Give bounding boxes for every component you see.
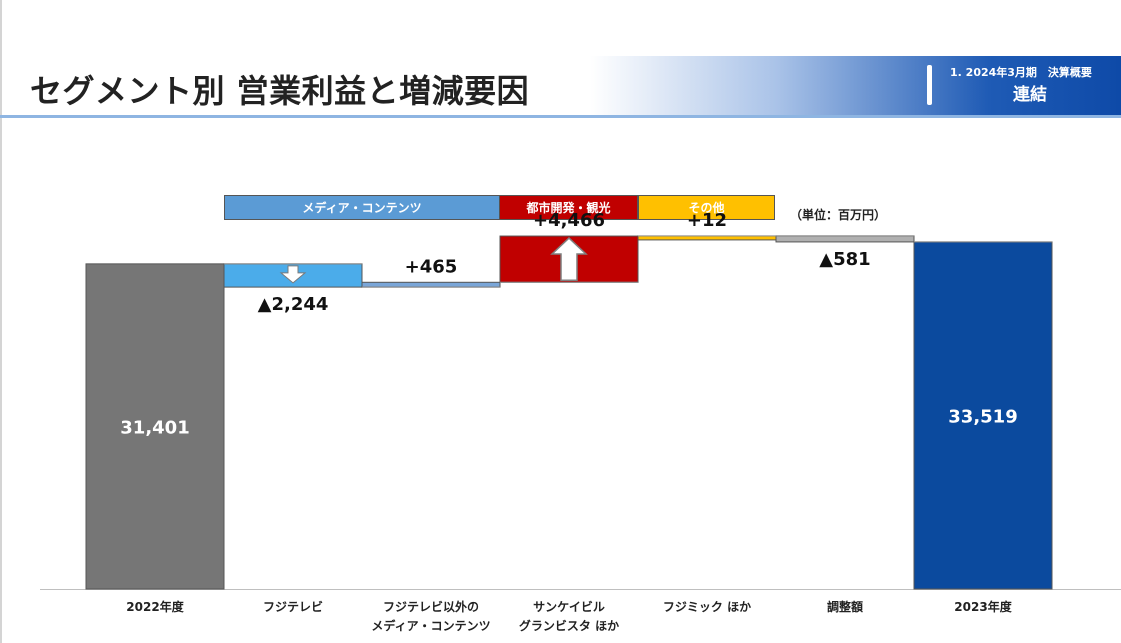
category-label-4: フジミック ほか: [663, 600, 751, 614]
bar-5: [775, 235, 915, 243]
legend-urban-development: 都市開発・観光: [499, 195, 638, 220]
data-label-6: 33,519: [948, 406, 1017, 427]
data-label-0: 31,401: [120, 417, 189, 438]
bar-0: [85, 263, 225, 590]
data-label-2: +465: [405, 256, 458, 277]
unit-label: （単位：百万円）: [790, 208, 887, 222]
category-label-2-1: メディア・コンテンツ: [371, 618, 490, 633]
category-label-1: フジテレビ: [263, 599, 323, 614]
bar-2: [361, 281, 501, 288]
left-edge-line: [0, 0, 2, 643]
data-label-4: +12: [687, 210, 727, 231]
category-label-0: 2022年度: [126, 599, 184, 614]
data-label-1: ▲2,244: [258, 294, 329, 315]
header-scope: 連結: [1013, 85, 1047, 105]
page-title: セグメント別 営業利益と増減要因: [30, 72, 530, 110]
category-label-3-1: グランビスタ ほか: [519, 618, 619, 633]
category-label-3-0: サンケイビル: [533, 599, 605, 614]
data-label-5: ▲581: [819, 249, 870, 270]
header-period: 1. 2024年3月期 決算概要: [950, 66, 1092, 79]
header-underline: [0, 115, 1121, 118]
category-label-2-0: フジテレビ以外の: [383, 599, 479, 614]
up-arrow-3: [550, 237, 588, 282]
legend-others: その他: [638, 195, 775, 220]
data-label-3: +4,466: [533, 210, 605, 231]
header-gradient-band: [590, 56, 1121, 116]
down-arrow-1: [279, 265, 307, 284]
category-label-5: 調整額: [827, 599, 863, 614]
header-divider-bar: [927, 65, 932, 105]
category-label-6: 2023年度: [954, 599, 1012, 614]
bar-6: [913, 241, 1053, 590]
